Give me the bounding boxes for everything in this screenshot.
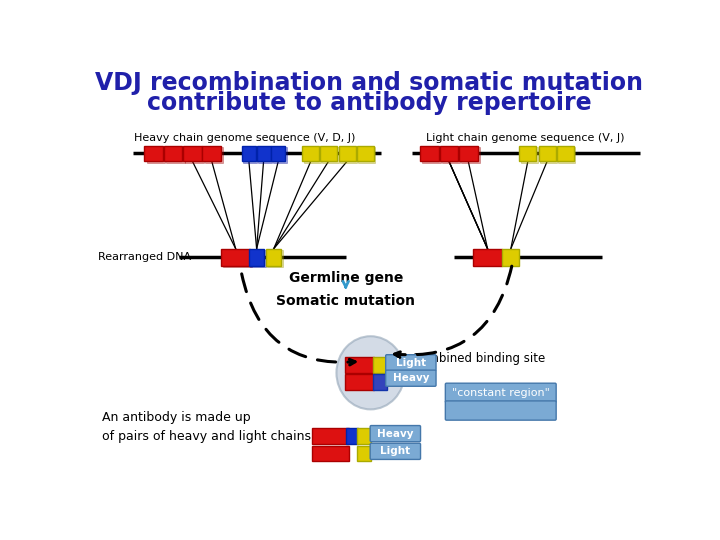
Bar	[519, 146, 536, 161]
Bar	[356, 146, 374, 161]
Bar	[420, 146, 438, 161]
Bar	[503, 249, 519, 266]
Bar	[273, 147, 287, 163]
Text: Light chain genome sequence (V, J): Light chain genome sequence (V, J)	[426, 132, 625, 143]
Bar	[357, 428, 372, 444]
Bar	[304, 147, 321, 163]
Bar	[302, 146, 320, 161]
Bar	[539, 146, 556, 161]
Text: Heavy chain genome sequence (V, D, J): Heavy chain genome sequence (V, D, J)	[135, 132, 356, 143]
Bar	[183, 146, 202, 161]
FancyBboxPatch shape	[370, 426, 420, 442]
FancyBboxPatch shape	[386, 370, 436, 386]
Bar	[266, 249, 282, 266]
FancyBboxPatch shape	[370, 443, 420, 460]
Bar	[373, 374, 387, 390]
Bar	[373, 357, 387, 373]
Text: contribute to antibody repertoire: contribute to antibody repertoire	[147, 91, 591, 115]
Bar	[312, 428, 349, 444]
Bar	[521, 147, 538, 163]
Bar	[185, 147, 204, 163]
Bar	[256, 146, 271, 161]
Bar	[242, 146, 256, 161]
Text: Rearranged DNA: Rearranged DNA	[98, 252, 191, 262]
Bar	[339, 146, 356, 161]
Bar	[267, 251, 283, 267]
Bar	[357, 446, 372, 461]
Text: VDJ recombination and somatic mutation: VDJ recombination and somatic mutation	[95, 71, 643, 95]
Bar	[345, 374, 374, 390]
Bar	[423, 147, 441, 163]
Bar	[144, 146, 163, 161]
Bar	[166, 147, 184, 163]
Bar	[345, 357, 374, 373]
Text: Light: Light	[380, 447, 410, 456]
Bar	[271, 146, 285, 161]
Text: Heavy: Heavy	[377, 429, 413, 438]
Bar	[221, 249, 251, 266]
Text: An antibody is made up
of pairs of heavy and light chains: An antibody is made up of pairs of heavy…	[102, 411, 310, 443]
Text: Combined binding site: Combined binding site	[412, 353, 545, 366]
Bar	[222, 251, 252, 267]
Bar	[346, 428, 358, 444]
Bar	[459, 146, 477, 161]
Bar	[243, 147, 258, 163]
Bar	[147, 147, 165, 163]
Text: Germline gene: Germline gene	[289, 271, 403, 285]
Bar	[439, 146, 458, 161]
Bar	[322, 147, 339, 163]
Text: Light: Light	[396, 358, 426, 368]
Bar	[258, 147, 272, 163]
Text: "constant region": "constant region"	[452, 388, 549, 398]
Bar	[163, 146, 182, 161]
FancyBboxPatch shape	[446, 401, 556, 420]
FancyBboxPatch shape	[386, 355, 436, 371]
Ellipse shape	[336, 336, 405, 409]
Bar	[462, 147, 480, 163]
Bar	[312, 446, 349, 461]
Bar	[473, 249, 503, 266]
Bar	[204, 147, 223, 163]
Bar	[251, 251, 266, 267]
Bar	[249, 249, 264, 266]
Bar	[557, 146, 574, 161]
Bar	[558, 147, 575, 163]
Text: Heavy: Heavy	[392, 373, 429, 383]
Text: Somatic mutation: Somatic mutation	[276, 294, 415, 308]
Bar	[202, 146, 221, 161]
Bar	[341, 147, 357, 163]
Bar	[540, 147, 557, 163]
Bar	[358, 147, 375, 163]
Bar	[442, 147, 461, 163]
Bar	[320, 146, 337, 161]
FancyBboxPatch shape	[446, 383, 556, 402]
